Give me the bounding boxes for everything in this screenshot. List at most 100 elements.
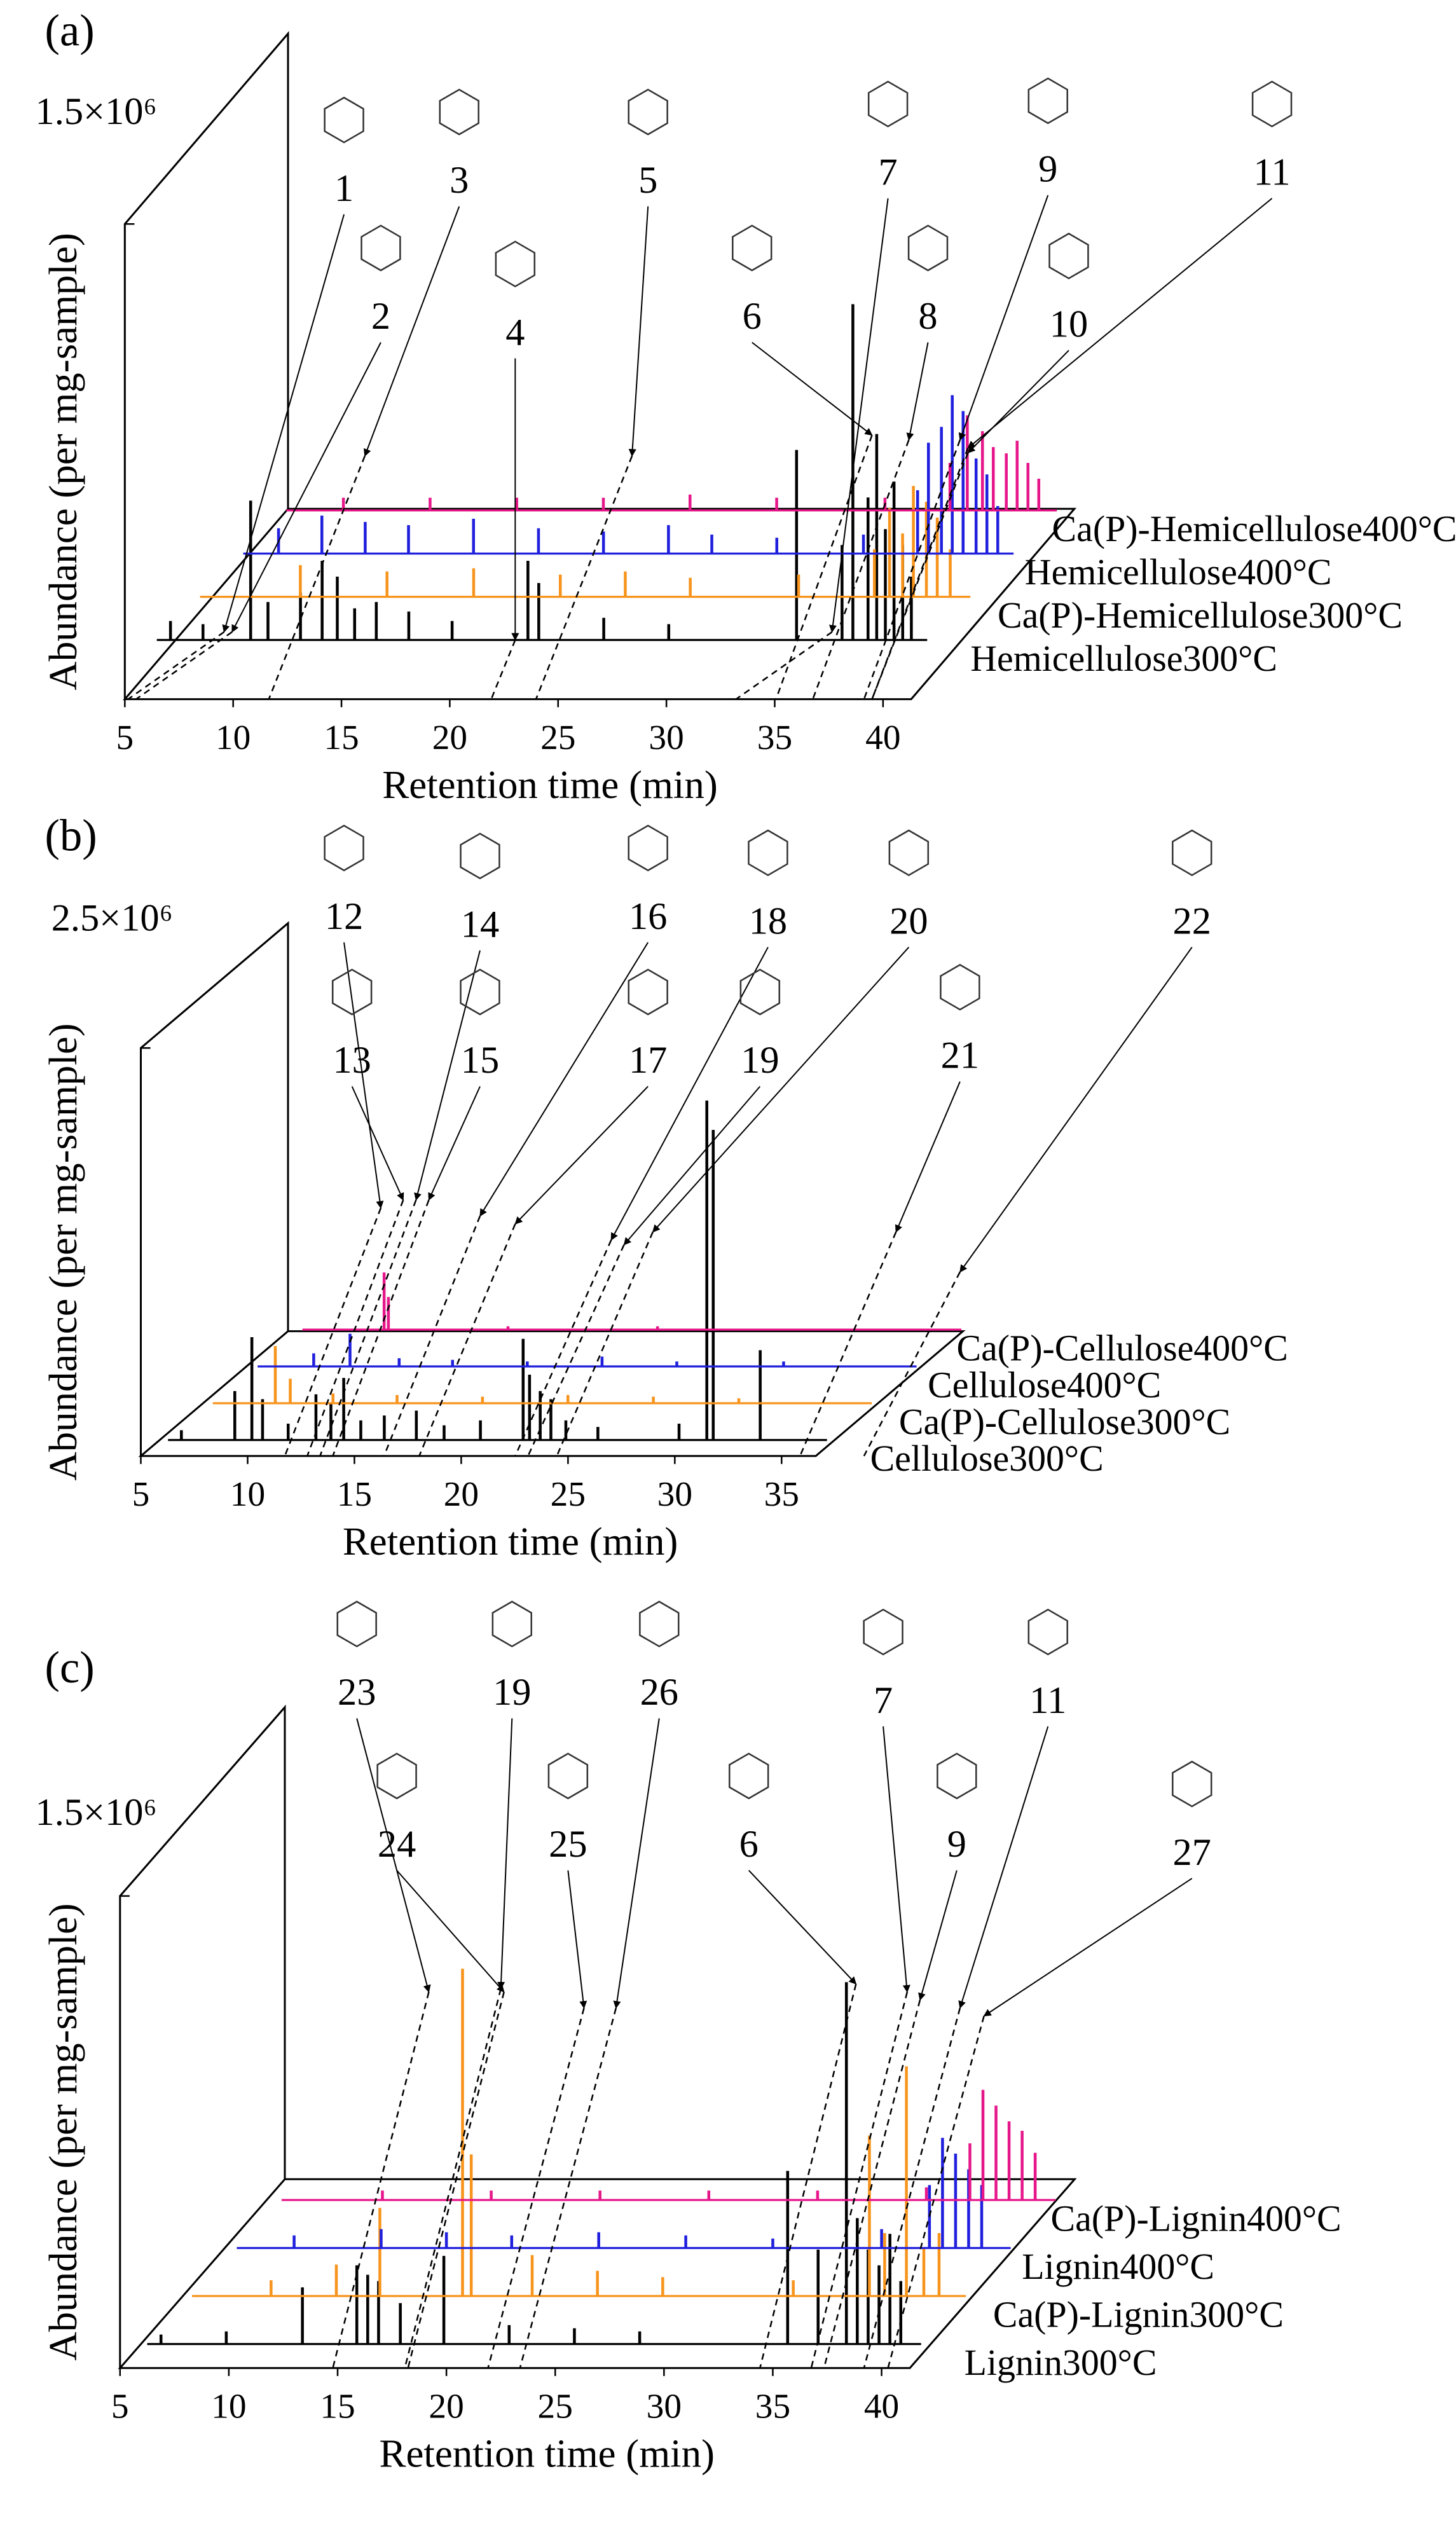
legend-label: Cellulose300°C bbox=[870, 1438, 1104, 1479]
annotation-arrow bbox=[958, 1726, 1049, 2009]
annotation-arrow bbox=[983, 1878, 1193, 2017]
x-tick-label: 25 bbox=[540, 718, 575, 757]
legend-label: Ca(P)-Cellulose300°C bbox=[899, 1401, 1230, 1442]
structure bbox=[739, 968, 781, 1015]
y-tick-label: 2.5×10⁶ bbox=[52, 897, 173, 939]
annotation: 15 bbox=[461, 1039, 499, 1082]
annotation-arrow bbox=[428, 1086, 481, 1201]
annotation: 22 bbox=[1173, 900, 1211, 942]
annotation: 23 bbox=[338, 1671, 376, 1714]
x-tick-label: 10 bbox=[230, 1475, 265, 1513]
annotation-arrow bbox=[967, 350, 1069, 453]
panel-label: (c) bbox=[45, 1643, 95, 1693]
dashed-projection bbox=[863, 1271, 961, 1457]
annotation: 7 bbox=[874, 1679, 893, 1722]
structure bbox=[1172, 829, 1212, 876]
x-tick-label: 5 bbox=[111, 2386, 129, 2425]
x-tick-label: 5 bbox=[116, 718, 134, 757]
x-tick-label: 35 bbox=[764, 1475, 799, 1513]
dashed-projection bbox=[514, 1239, 612, 1457]
annotation-arrow bbox=[351, 1086, 404, 1201]
floor bbox=[118, 2178, 1077, 2369]
structure bbox=[940, 963, 980, 1011]
structure bbox=[639, 1600, 680, 1647]
structure bbox=[748, 829, 788, 876]
structure bbox=[937, 1752, 977, 1799]
annotation-arrow bbox=[628, 206, 649, 457]
panel: (b) 2.5×10⁶ 5 10 15 20 25 30 35 Retention time (m… bbox=[41, 811, 1288, 1564]
dashed-projection bbox=[871, 448, 969, 700]
dashed-projection bbox=[527, 1244, 625, 1457]
dashed-projection bbox=[306, 1199, 404, 1457]
annotation: 7 bbox=[879, 151, 898, 194]
panel-label: (a) bbox=[45, 6, 95, 56]
structure bbox=[324, 824, 364, 872]
structure bbox=[439, 88, 479, 135]
legend-label: Ca(P)-Cellulose400°C bbox=[956, 1328, 1288, 1369]
annotation-arrow bbox=[497, 1718, 513, 1990]
structure bbox=[888, 829, 930, 876]
annotation-arrow bbox=[652, 947, 910, 1233]
annotation-arrow bbox=[967, 198, 1273, 449]
structure bbox=[863, 1608, 903, 1656]
legend-label: Ca(P)-Lignin300°C bbox=[993, 2293, 1284, 2335]
y-axis-label: Abundance (per mg-sample) bbox=[41, 1023, 85, 1480]
dashed-projection bbox=[135, 631, 233, 700]
x-axis-label: Retention time (min) bbox=[380, 2431, 715, 2476]
structure bbox=[1027, 1608, 1068, 1656]
dashed-projection bbox=[407, 1991, 505, 2369]
structure bbox=[1048, 232, 1089, 280]
wall bbox=[123, 31, 289, 699]
dashed-projection bbox=[268, 455, 366, 700]
x-tick-label: 35 bbox=[757, 718, 792, 757]
x-tick-label: 30 bbox=[649, 718, 683, 757]
annotation: 19 bbox=[493, 1671, 531, 1714]
legend-label: Ca(P)-Lignin400°C bbox=[1050, 2197, 1341, 2239]
x-axis-label: Retention time (min) bbox=[382, 762, 717, 807]
structure bbox=[628, 88, 668, 135]
annotation: 1 bbox=[334, 167, 354, 210]
annotation: 11 bbox=[1253, 151, 1290, 194]
structure bbox=[1172, 1761, 1212, 1808]
annotation: 12 bbox=[325, 895, 363, 938]
x-tick-label: 10 bbox=[211, 2386, 246, 2425]
annotation: 9 bbox=[947, 1823, 966, 1866]
x-tick-label: 20 bbox=[444, 1475, 479, 1513]
annotation-arrow bbox=[222, 214, 345, 633]
annotation: 6 bbox=[739, 1823, 759, 1866]
x-tick-label: 25 bbox=[538, 2386, 573, 2425]
x-tick-label: 20 bbox=[432, 718, 467, 757]
annotation-arrow bbox=[613, 1718, 660, 2009]
structure bbox=[1251, 80, 1293, 128]
legend-label: Ca(P)-Hemicellulose300°C bbox=[998, 595, 1403, 636]
structure bbox=[331, 968, 373, 1015]
annotation: 27 bbox=[1173, 1831, 1211, 1874]
legend-label: Hemicellulose300°C bbox=[970, 638, 1277, 679]
annotation-arrow bbox=[343, 942, 384, 1209]
x-tick-label: 15 bbox=[324, 718, 359, 757]
annotation: 13 bbox=[333, 1039, 371, 1082]
dashed-projection bbox=[535, 455, 633, 700]
annotation: 19 bbox=[741, 1039, 779, 1082]
annotation-arrow bbox=[752, 341, 873, 436]
annotation: 24 bbox=[378, 1823, 416, 1866]
dashed-projection bbox=[332, 1991, 430, 2369]
structure bbox=[376, 1752, 417, 1799]
dashed-projection bbox=[418, 1223, 516, 1457]
structure bbox=[1027, 77, 1068, 125]
annotation: 20 bbox=[889, 900, 928, 942]
y-axis-label: Abundance (per mg-sample) bbox=[41, 1903, 85, 2360]
x-tick-label: 35 bbox=[755, 2386, 790, 2425]
annotation-arrow bbox=[414, 950, 481, 1201]
x-tick-label: 5 bbox=[132, 1475, 150, 1513]
annotation: 8 bbox=[918, 295, 937, 338]
annotation: 11 bbox=[1029, 1679, 1066, 1722]
annotation: 26 bbox=[640, 1671, 678, 1714]
annotation-arrow bbox=[514, 1085, 649, 1225]
annotation: 14 bbox=[461, 903, 499, 945]
dashed-projection bbox=[810, 1991, 909, 2369]
structure bbox=[867, 80, 909, 128]
x-tick-label: 30 bbox=[647, 2386, 682, 2425]
annotation-arrow bbox=[356, 1718, 431, 1993]
